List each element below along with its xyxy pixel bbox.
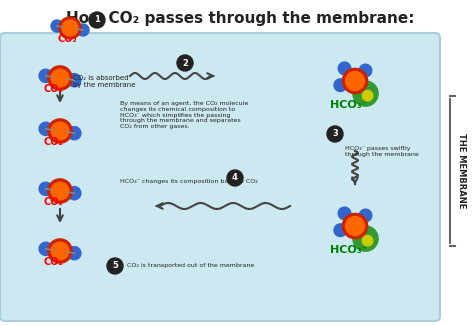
Circle shape	[342, 68, 368, 94]
Circle shape	[68, 186, 81, 200]
Circle shape	[62, 20, 78, 36]
Circle shape	[68, 126, 81, 140]
Circle shape	[39, 69, 52, 82]
Circle shape	[353, 81, 378, 106]
Circle shape	[338, 62, 351, 75]
Circle shape	[346, 71, 365, 90]
Text: 3: 3	[332, 129, 338, 139]
Circle shape	[342, 214, 368, 239]
Circle shape	[48, 119, 72, 143]
Circle shape	[51, 69, 69, 87]
Circle shape	[359, 209, 372, 222]
Text: CO₂: CO₂	[43, 137, 63, 147]
Text: CO₂: CO₂	[43, 197, 63, 207]
Text: CO₂ is transported out of the membrane: CO₂ is transported out of the membrane	[127, 263, 254, 269]
Text: HCO₃⁻ passes swiftly
through the membrane: HCO₃⁻ passes swiftly through the membran…	[345, 146, 419, 157]
FancyBboxPatch shape	[0, 33, 440, 321]
Circle shape	[227, 170, 243, 186]
Text: CO₂ is absorbed
by the membrane: CO₂ is absorbed by the membrane	[73, 75, 136, 87]
Circle shape	[346, 216, 365, 235]
Circle shape	[327, 126, 343, 142]
Circle shape	[59, 17, 81, 39]
Text: HCO₃⁻ changes its composition back to CO₂: HCO₃⁻ changes its composition back to CO…	[120, 179, 258, 184]
Circle shape	[51, 20, 63, 32]
Circle shape	[39, 242, 52, 255]
Circle shape	[51, 182, 69, 200]
Circle shape	[362, 90, 373, 101]
Circle shape	[334, 224, 346, 236]
Text: 1: 1	[94, 16, 100, 24]
Circle shape	[89, 12, 105, 28]
Circle shape	[77, 24, 89, 36]
Circle shape	[39, 182, 52, 195]
Text: 5: 5	[112, 261, 118, 271]
Circle shape	[338, 207, 351, 220]
Circle shape	[68, 74, 81, 87]
Circle shape	[334, 79, 346, 92]
Text: HCO₃⁻: HCO₃⁻	[330, 100, 367, 110]
Circle shape	[48, 239, 72, 263]
Circle shape	[353, 226, 378, 251]
Text: CO₂: CO₂	[43, 257, 63, 267]
Text: 2: 2	[182, 58, 188, 67]
Circle shape	[51, 122, 69, 140]
Circle shape	[39, 122, 52, 135]
Text: CO₂: CO₂	[57, 34, 77, 44]
Text: CO₂: CO₂	[43, 84, 63, 94]
FancyBboxPatch shape	[0, 0, 474, 36]
Text: THE MEMBRANE: THE MEMBRANE	[457, 133, 466, 209]
Circle shape	[68, 246, 81, 260]
Circle shape	[51, 242, 69, 260]
Text: How CO₂ passes through the membrane:: How CO₂ passes through the membrane:	[66, 10, 414, 25]
Circle shape	[177, 55, 193, 71]
Circle shape	[359, 64, 372, 77]
Circle shape	[362, 235, 373, 246]
Circle shape	[48, 66, 72, 90]
Text: 4: 4	[232, 173, 238, 183]
Text: By means of an agent, the CO₂ molecule
changes its chemical composition to
HCO₃⁻: By means of an agent, the CO₂ molecule c…	[120, 101, 248, 129]
Circle shape	[107, 258, 123, 274]
Circle shape	[48, 179, 72, 203]
Text: HCO₃⁻: HCO₃⁻	[330, 245, 367, 255]
